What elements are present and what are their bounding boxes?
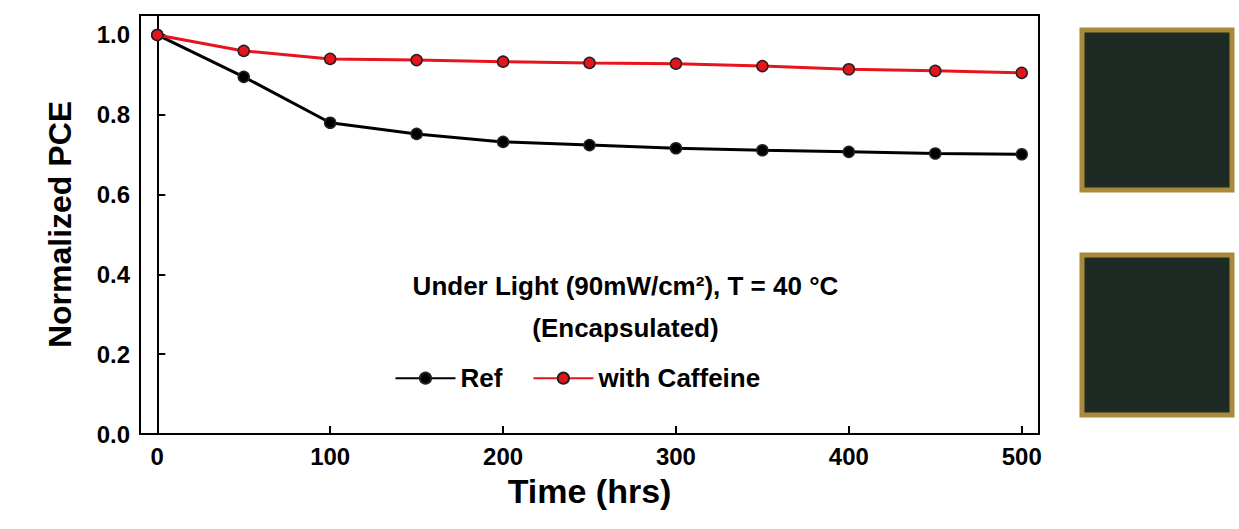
svg-text:400: 400	[829, 443, 869, 470]
svg-text:0.0: 0.0	[97, 421, 130, 448]
svg-text:Ref: Ref	[461, 363, 503, 393]
svg-text:300: 300	[656, 443, 696, 470]
svg-text:Under Light (90mW/cm²), T = 40: Under Light (90mW/cm²), T = 40 °C	[413, 271, 839, 301]
svg-text:Normalized PCE: Normalized PCE	[42, 101, 78, 348]
svg-text:100: 100	[310, 443, 350, 470]
svg-text:0.4: 0.4	[97, 261, 131, 288]
svg-text:200: 200	[483, 443, 523, 470]
svg-text:with Caffeine: with Caffeine	[597, 363, 760, 393]
svg-text:1.0: 1.0	[97, 21, 130, 48]
svg-text:0: 0	[151, 443, 164, 470]
svg-text:Time (hrs): Time (hrs)	[508, 472, 672, 510]
svg-text:(Encapsulated): (Encapsulated)	[532, 313, 718, 343]
svg-text:0.8: 0.8	[97, 101, 130, 128]
svg-text:0.2: 0.2	[97, 341, 130, 368]
svg-text:0.6: 0.6	[97, 181, 130, 208]
svg-text:500: 500	[1002, 443, 1042, 470]
